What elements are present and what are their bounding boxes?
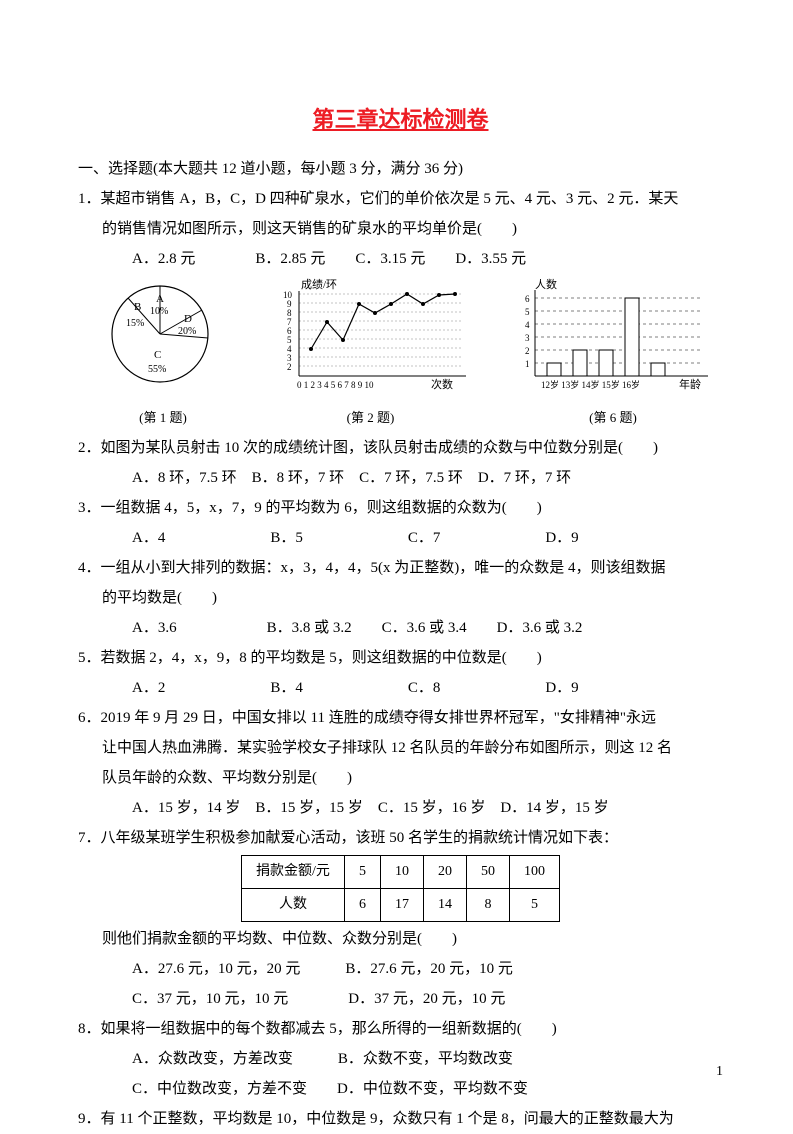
barchart-xlabel: 年龄 <box>679 377 701 391</box>
figure-1-caption: (第 1 题) <box>98 405 228 431</box>
table-cell: 5 <box>509 889 559 922</box>
linechart-xlabel: 次数 <box>431 377 453 391</box>
q1-line1: 1．某超市销售 A，B，C，D 四种矿泉水，它们的单价依次是 5 元、4 元、3… <box>78 184 723 214</box>
svg-text:1: 1 <box>525 359 530 369</box>
page-number: 1 <box>716 1058 723 1086</box>
bar-chart-icon: 人数 654 321 1 <box>513 276 713 396</box>
q8-line1: 8．如果将一组数据中的每个数都减去 5，那么所得的一组新数据的( ) <box>78 1014 723 1044</box>
q6-line2: 让中国人热血沸腾．某实验学校女子排球队 12 名队员的年龄分布如图所示，则这 1… <box>78 733 723 763</box>
q8-options-cd: C．中位数改变，方差不变 D．中位数不变，平均数不变 <box>78 1074 723 1104</box>
q4-line2: 的平均数是( ) <box>78 583 723 613</box>
page: 第三章达标检测卷 一、选择题(本大题共 12 道小题，每小题 3 分，满分 36… <box>0 0 793 1122</box>
q7-table: 捐款金额/元 5 10 20 50 100 人数 6 17 14 8 5 <box>241 855 560 922</box>
pie-label-d: D <box>184 313 192 325</box>
table-cell: 17 <box>380 889 423 922</box>
svg-text:6: 6 <box>525 294 530 304</box>
svg-text:0 1 2 3 4 5 6 7 8 9 10: 0 1 2 3 4 5 6 7 8 9 10 <box>297 380 374 390</box>
svg-text:3: 3 <box>525 333 530 343</box>
figure-2: 成绩/环 1098 <box>271 276 471 431</box>
barchart-ylabel: 人数 <box>535 278 557 291</box>
table-cell: 5 <box>344 856 380 889</box>
section-heading: 一、选择题(本大题共 12 道小题，每小题 3 分，满分 36 分) <box>78 154 723 184</box>
q7-line1: 7．八年级某班学生积极参加献爱心活动，该班 50 名学生的捐款统计情况如下表： <box>78 823 723 853</box>
q7-line2: 则他们捐款金额的平均数、中位数、众数分别是( ) <box>78 924 723 954</box>
table-cell: 100 <box>509 856 559 889</box>
pie-pct-c: 55% <box>148 364 166 375</box>
q2-line1: 2．如图为某队员射击 10 次的成绩统计图，该队员射击成绩的众数与中位数分别是(… <box>78 433 723 463</box>
line-chart-icon: 成绩/环 1098 <box>271 276 471 396</box>
table-cell: 50 <box>466 856 509 889</box>
pie-pct-d: 20% <box>178 326 196 337</box>
pie-label-c: C <box>154 349 161 361</box>
q9-line1: 9．有 11 个正整数，平均数是 10，中位数是 9，众数只有 1 个是 8，问… <box>78 1104 723 1134</box>
q8-options-ab: A．众数改变，方差改变 B．众数不变，平均数改变 <box>78 1044 723 1074</box>
q1-line2: 的销售情况如图所示，则这天销售的矿泉水的平均单价是( ) <box>78 214 723 244</box>
figure-3: 人数 654 321 1 <box>513 276 713 431</box>
q5-line1: 5．若数据 2，4，x，9，8 的平均数是 5，则这组数据的中位数是( ) <box>78 643 723 673</box>
q1-options: A．2.8 元 B．2.85 元 C．3.15 元 D．3.55 元 <box>78 244 723 274</box>
table-cell: 捐款金额/元 <box>242 856 345 889</box>
q7-options-cd: C．37 元，10 元，10 元 D．37 元，20 元，10 元 <box>78 984 723 1014</box>
figure-1: A 10% B 15% C 55% D 20% (第 1 题) <box>98 276 228 431</box>
q4-options: A．3.6 B．3.8 或 3.2 C．3.6 或 3.4 D．3.6 或 3.… <box>78 613 723 643</box>
svg-text:2: 2 <box>287 362 292 372</box>
table-cell: 8 <box>466 889 509 922</box>
pie-label-b: B <box>134 301 141 313</box>
doc-title: 第三章达标检测卷 <box>78 98 723 142</box>
table-cell: 14 <box>423 889 466 922</box>
q3-options: A．4 B．5 C．7 D．9 <box>78 523 723 553</box>
q2-options: A．8 环，7.5 环 B．8 环，7 环 C．7 环，7.5 环 D．7 环，… <box>78 463 723 493</box>
q4-line1: 4．一组从小到大排列的数据：x，3，4，4，5(x 为正整数)，唯一的众数是 4… <box>78 553 723 583</box>
q6-line1: 6．2019 年 9 月 29 日，中国女排以 11 连胜的成绩夺得女排世界杯冠… <box>78 703 723 733</box>
pie-pct-a: 10% <box>150 306 168 317</box>
pie-pct-b: 15% <box>126 318 144 329</box>
table-cell: 20 <box>423 856 466 889</box>
q3-line1: 3．一组数据 4，5，x，7，9 的平均数为 6，则这组数据的众数为( ) <box>78 493 723 523</box>
q6-options: A．15 岁，14 岁 B．15 岁，15 岁 C．15 岁，16 岁 D．14… <box>78 793 723 823</box>
pie-chart-icon: A 10% B 15% C 55% D 20% <box>98 276 228 396</box>
table-cell: 人数 <box>242 889 345 922</box>
table-cell: 6 <box>344 889 380 922</box>
figures-row: A 10% B 15% C 55% D 20% (第 1 题) 成绩/环 <box>78 274 723 433</box>
svg-text:4: 4 <box>525 320 530 330</box>
q5-options: A．2 B．4 C．8 D．9 <box>78 673 723 703</box>
svg-text:2: 2 <box>525 346 530 356</box>
table-cell: 10 <box>380 856 423 889</box>
q7-options-ab: A．27.6 元，10 元，20 元 B．27.6 元，20 元，10 元 <box>78 954 723 984</box>
pie-label-a: A <box>156 293 164 305</box>
linechart-ylabel: 成绩/环 <box>301 278 337 291</box>
figure-2-caption: (第 2 题) <box>271 405 471 431</box>
q6-line3: 队员年龄的众数、平均数分别是( ) <box>78 763 723 793</box>
figure-3-caption: (第 6 题) <box>513 405 713 431</box>
svg-text:5: 5 <box>525 307 530 317</box>
svg-text:12岁 13岁 14岁 15岁 16岁: 12岁 13岁 14岁 15岁 16岁 <box>541 379 640 390</box>
